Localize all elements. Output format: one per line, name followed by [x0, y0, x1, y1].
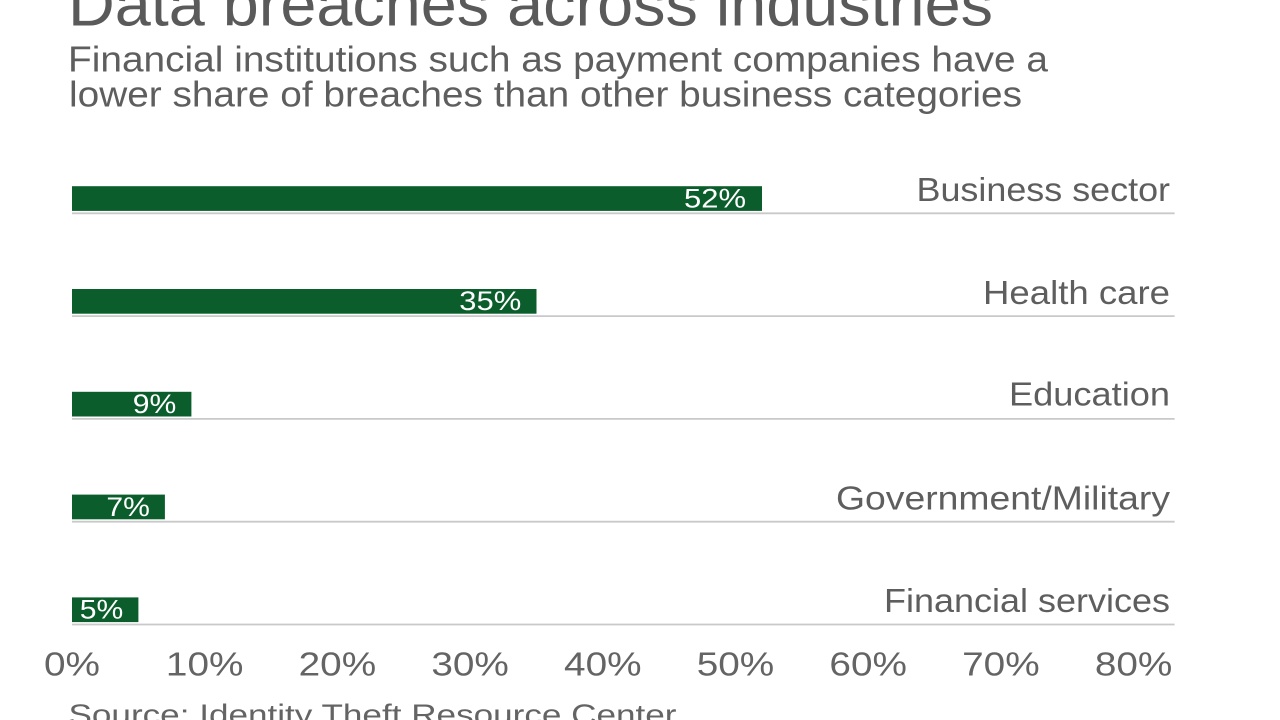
svg-text:50%: 50%: [697, 646, 775, 683]
svg-text:Financial services: Financial services: [884, 582, 1170, 619]
svg-text:20%: 20%: [299, 646, 377, 683]
svg-text:Education: Education: [1009, 376, 1170, 413]
svg-text:60%: 60%: [829, 646, 907, 683]
svg-text:Government/Military: Government/Military: [836, 479, 1171, 516]
svg-text:80%: 80%: [1095, 646, 1173, 683]
svg-text:70%: 70%: [962, 646, 1040, 683]
svg-text:5%: 5%: [80, 595, 124, 625]
svg-text:Financial institutions such as: Financial institutions such as payment c…: [68, 38, 1049, 79]
svg-text:Health care: Health care: [983, 274, 1170, 311]
svg-text:lower share of breaches than o: lower share of breaches than other busin…: [69, 73, 1022, 114]
svg-text:Data breaches across industrie: Data breaches across industries: [68, 0, 993, 40]
svg-text:40%: 40%: [564, 646, 642, 683]
svg-text:10%: 10%: [166, 646, 244, 683]
svg-text:0%: 0%: [44, 646, 100, 683]
svg-text:7%: 7%: [106, 492, 150, 522]
svg-text:Business sector: Business sector: [917, 171, 1171, 208]
svg-text:30%: 30%: [431, 646, 509, 683]
svg-text:52%: 52%: [684, 183, 746, 213]
svg-text:9%: 9%: [133, 389, 177, 419]
svg-text:35%: 35%: [459, 286, 521, 316]
svg-text:Source: Identity Theft Resourc: Source: Identity Theft Resource Center: [69, 700, 677, 720]
